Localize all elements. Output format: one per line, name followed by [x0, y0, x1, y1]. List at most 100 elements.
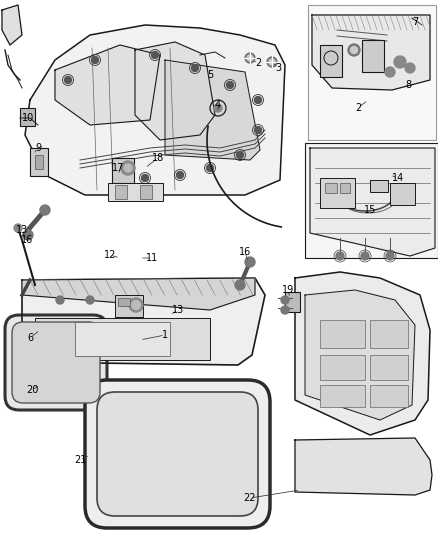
Bar: [370, 180, 388, 192]
Circle shape: [254, 126, 261, 133]
Text: 18: 18: [152, 153, 164, 163]
Bar: [320, 385, 365, 407]
Circle shape: [281, 306, 289, 314]
Bar: [115, 295, 143, 317]
Text: 21: 21: [74, 455, 86, 465]
Circle shape: [131, 301, 141, 310]
Bar: [340, 183, 350, 193]
Bar: [308, 5, 436, 140]
Text: 16: 16: [239, 247, 251, 257]
Text: 7: 7: [412, 17, 418, 27]
Circle shape: [348, 44, 360, 56]
Text: 20: 20: [26, 385, 38, 395]
Text: 17: 17: [112, 163, 124, 173]
Circle shape: [141, 174, 148, 182]
Text: 11: 11: [146, 253, 158, 263]
Bar: [75, 322, 170, 356]
Circle shape: [386, 252, 394, 260]
Text: 4: 4: [215, 100, 221, 110]
Circle shape: [64, 77, 71, 84]
Bar: [112, 158, 134, 183]
Circle shape: [92, 56, 99, 63]
Polygon shape: [135, 42, 215, 140]
Text: 3: 3: [275, 63, 281, 73]
Bar: [370, 320, 408, 348]
Polygon shape: [22, 278, 255, 310]
Circle shape: [191, 64, 198, 71]
Bar: [390, 183, 415, 205]
Circle shape: [56, 296, 64, 304]
Circle shape: [206, 165, 213, 172]
Bar: [305, 143, 438, 258]
Polygon shape: [22, 278, 265, 365]
Polygon shape: [295, 438, 432, 495]
Circle shape: [121, 161, 135, 175]
Polygon shape: [312, 15, 430, 90]
Bar: [320, 320, 365, 348]
Text: 15: 15: [364, 205, 376, 215]
Bar: [30, 148, 48, 176]
Text: 5: 5: [207, 70, 213, 80]
Bar: [285, 292, 300, 312]
Circle shape: [247, 55, 253, 61]
Bar: [320, 355, 365, 380]
Polygon shape: [310, 148, 435, 256]
Text: 22: 22: [244, 493, 256, 503]
Polygon shape: [295, 272, 430, 435]
Polygon shape: [25, 25, 285, 195]
Circle shape: [361, 252, 369, 260]
Bar: [325, 183, 337, 193]
Circle shape: [23, 230, 33, 240]
Polygon shape: [55, 45, 160, 125]
Bar: [370, 385, 408, 407]
Polygon shape: [305, 290, 415, 420]
Circle shape: [281, 296, 289, 304]
Polygon shape: [2, 5, 22, 45]
Circle shape: [245, 257, 255, 267]
Text: 16: 16: [21, 235, 33, 245]
Circle shape: [14, 224, 22, 232]
Bar: [320, 45, 342, 77]
Circle shape: [394, 56, 406, 68]
Circle shape: [226, 82, 233, 88]
Circle shape: [177, 172, 184, 179]
Bar: [35, 318, 210, 360]
Text: 2: 2: [355, 103, 361, 113]
Text: 14: 14: [392, 173, 404, 183]
Circle shape: [214, 104, 222, 112]
Text: 12: 12: [104, 250, 116, 260]
Bar: [320, 178, 355, 208]
Circle shape: [245, 53, 255, 63]
Circle shape: [86, 296, 94, 304]
Polygon shape: [165, 60, 260, 160]
Circle shape: [267, 57, 277, 67]
Circle shape: [405, 63, 415, 73]
Circle shape: [152, 52, 159, 59]
Text: 13: 13: [16, 225, 28, 235]
Bar: [35, 155, 43, 169]
Circle shape: [129, 298, 143, 312]
Text: 6: 6: [27, 333, 33, 343]
Text: 1: 1: [162, 330, 168, 340]
FancyBboxPatch shape: [5, 315, 107, 410]
FancyBboxPatch shape: [85, 380, 270, 528]
FancyBboxPatch shape: [97, 392, 258, 516]
Text: 19: 19: [282, 285, 294, 295]
Circle shape: [40, 205, 50, 215]
Bar: [370, 355, 408, 380]
Bar: [140, 185, 152, 199]
Text: 13: 13: [172, 305, 184, 315]
Text: 10: 10: [22, 113, 34, 123]
Bar: [115, 185, 127, 199]
Bar: [108, 183, 163, 201]
Circle shape: [254, 96, 261, 103]
Circle shape: [350, 46, 357, 53]
Circle shape: [385, 67, 395, 77]
Text: 9: 9: [35, 143, 41, 153]
Bar: [20, 108, 35, 126]
Bar: [362, 40, 384, 72]
Bar: [118, 298, 130, 306]
Text: 8: 8: [405, 80, 411, 90]
FancyBboxPatch shape: [12, 322, 100, 403]
Circle shape: [336, 252, 344, 260]
